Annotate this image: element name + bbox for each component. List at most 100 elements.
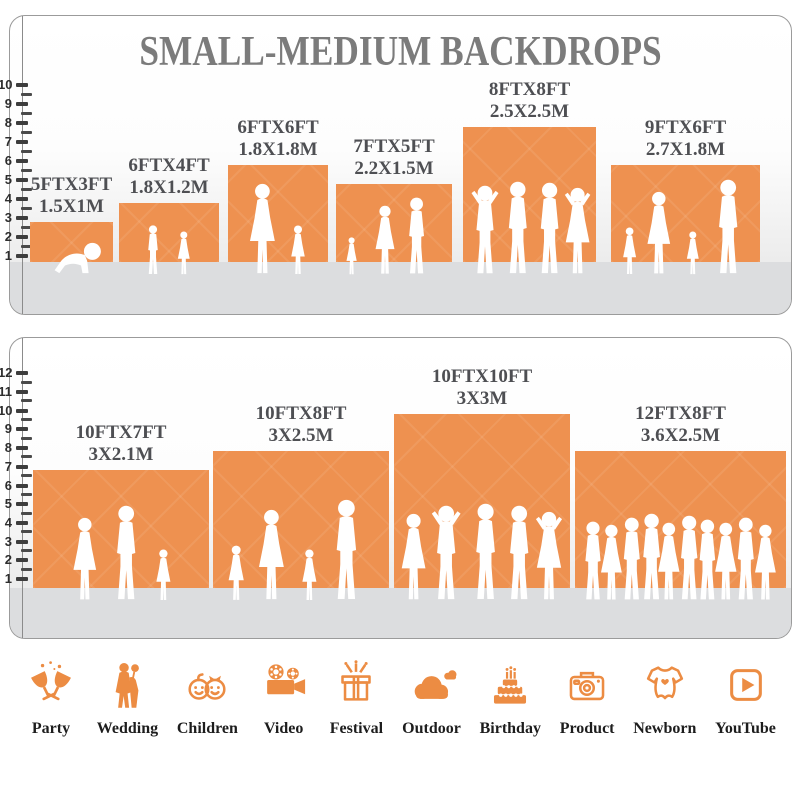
category-label: Product (559, 720, 615, 737)
person-silhouette-woman (73, 517, 97, 600)
youtube-icon (729, 669, 762, 701)
ruler-tick-minor (21, 399, 32, 403)
ruler-axis-line (22, 338, 23, 638)
backdrop-size-label: 12FTX8FT 3.6X2.5M (635, 403, 726, 446)
ruler-tick-major (16, 502, 28, 507)
backdrop-bar-7ftx5ft: 7FTX5FT 2.2X1.5M (336, 136, 452, 262)
ruler-tick-label: 2 (4, 552, 12, 568)
category-label: YouTube (715, 720, 776, 737)
ruler-tick-label: 10 (0, 77, 13, 92)
ruler-tick-label: 6 (4, 153, 12, 168)
ruler-tick-major (16, 539, 28, 544)
ruler-tick-label: 6 (4, 477, 12, 493)
backdrop-size-label: 6FTX4FT 1.8X1.2M (128, 155, 210, 198)
category-label: Wedding (96, 720, 159, 737)
ruler-tick-minor (21, 225, 32, 229)
ruler-tick-major (16, 558, 28, 563)
backdrop-bar-10ftx8ft: 10FTX8FT 3X2.5M (213, 403, 389, 588)
backdrop-size-label: 5FTX3FT 1.5X1M (30, 174, 113, 217)
ruler-tick-major (16, 159, 28, 163)
backdrop-bar-5ftx3ft: 5FTX3FT 1.5X1M (30, 174, 113, 274)
ruler-tick-major (16, 83, 28, 87)
person-silhouette-girl (344, 237, 359, 275)
ruler-tick-minor (21, 567, 32, 571)
ruler-tick-major (16, 235, 28, 239)
category-children: Children (177, 658, 238, 738)
person-silhouette-man (116, 505, 136, 600)
height-ruler: 12 11 10 9 8 7 6 5 4 3 2 1 (0, 338, 52, 638)
ruler-tick-minor (21, 206, 32, 210)
ruler-tick-minor (21, 511, 32, 515)
ruler-tick-minor (21, 455, 32, 459)
ruler-tick-label: 11 (0, 384, 12, 399)
backdrop-size-label: 7FTX5FT 2.2X1.5M (353, 136, 435, 179)
page-title: SMALL-MEDIUM BACKDROPS (139, 29, 662, 75)
ruler-tick-minor (21, 492, 32, 496)
backdrop-size-label: 10FTX8FT 3X2.5M (255, 403, 347, 446)
ruler-tick-minor (21, 548, 32, 552)
ruler-tick-major (16, 216, 28, 220)
person-silhouette-girl (299, 549, 320, 601)
person-silhouette-man (336, 499, 356, 599)
category-wedding: Wedding (97, 658, 158, 738)
category-outdoor: Outdoor (402, 658, 461, 738)
newborn-icon (646, 666, 683, 700)
ruler-tick-major (16, 464, 28, 469)
person-silhouette-woman-up (531, 511, 567, 601)
person-silhouette-girl (153, 549, 174, 601)
ruler-tick-minor (21, 130, 32, 134)
backdrop-bar-10ftx10ft: 10FTX10FT 3X3M (394, 366, 570, 600)
ruler-tick-minor (21, 530, 32, 534)
ruler-tick-minor (21, 474, 32, 478)
category-row: Party Wedding (24, 658, 776, 738)
children-icon (188, 673, 226, 700)
ruler-tick-label: 12 (0, 365, 13, 381)
person-silhouette-man-up (467, 185, 503, 275)
person-silhouette-woman (259, 509, 285, 600)
ruler-tick-label: 8 (4, 440, 12, 456)
ruler-tick-minor (21, 111, 32, 115)
ruler-tick-label: 9 (4, 96, 12, 111)
category-label: Outdoor (402, 720, 461, 737)
person-silhouette-girl (175, 231, 193, 275)
ruler-tick-major (16, 140, 28, 144)
ruler-tick-label: 8 (4, 115, 12, 130)
person-silhouette-man (409, 197, 424, 274)
ruler-tick-minor (21, 244, 32, 248)
ruler-tick-label: 1 (4, 248, 12, 263)
category-label: Video (263, 720, 304, 737)
ruler-tick-major (16, 197, 28, 201)
festival-icon (341, 660, 372, 701)
category-label: Birthday (479, 720, 541, 737)
category-label: Newborn (633, 720, 697, 737)
ruler-tick-major (16, 371, 28, 376)
party-icon (31, 661, 71, 701)
panel-small-medium: SMALL-MEDIUM BACKDROPS 10 9 8 7 6 5 4 3 2 1 5FTX3… (0, 15, 792, 315)
category-product: Product (560, 658, 615, 738)
backdrop-size-label: 6FTX6FT 1.8X1.8M (237, 117, 319, 160)
bars-container: 10FTX7FT 3X2.1M 10FTX8FT 3X2.5M 10FTX10FT 3X3… (10, 338, 791, 638)
ruler-tick-label: 9 (4, 421, 12, 437)
backdrop-bar-6ftx4ft: 6FTX4FT 1.8X1.2M (119, 155, 219, 262)
person-silhouette-girl (288, 225, 308, 275)
backdrop-size-label: 10FTX10FT 3X3M (431, 366, 533, 409)
bars-container: 5FTX3FT 1.5X1M 6FTX4FT 1.8X1.2M 6FTX6FT 1.8X1… (10, 16, 791, 314)
category-birthday: Birthday (480, 658, 541, 738)
birthday-icon (494, 666, 527, 704)
ruler-tick-major (16, 446, 28, 451)
product-icon (569, 671, 605, 701)
ruler-tick-major (16, 102, 28, 106)
ruler-tick-major (16, 178, 28, 182)
ruler-tick-major (16, 121, 28, 125)
person-silhouette-man (719, 179, 738, 274)
category-party: Party (24, 658, 78, 738)
person-silhouette-girl (620, 227, 639, 275)
panel-medium-large: 12 11 10 9 8 7 6 5 4 3 2 1 10FTX7FT 3X2.1M 10FTX8FT 3X… (0, 337, 792, 639)
person-silhouette-girl (684, 231, 702, 275)
backdrop-bar-9ftx6ft: 9FTX6FT 2.7X1.8M (611, 117, 760, 262)
ruler-tick-minor (21, 168, 32, 172)
ruler-tick-label: 3 (4, 533, 12, 549)
backdrop-bar-10ftx7ft: 10FTX7FT 3X2.1M (33, 422, 209, 588)
ruler-tick-minor (21, 418, 32, 422)
